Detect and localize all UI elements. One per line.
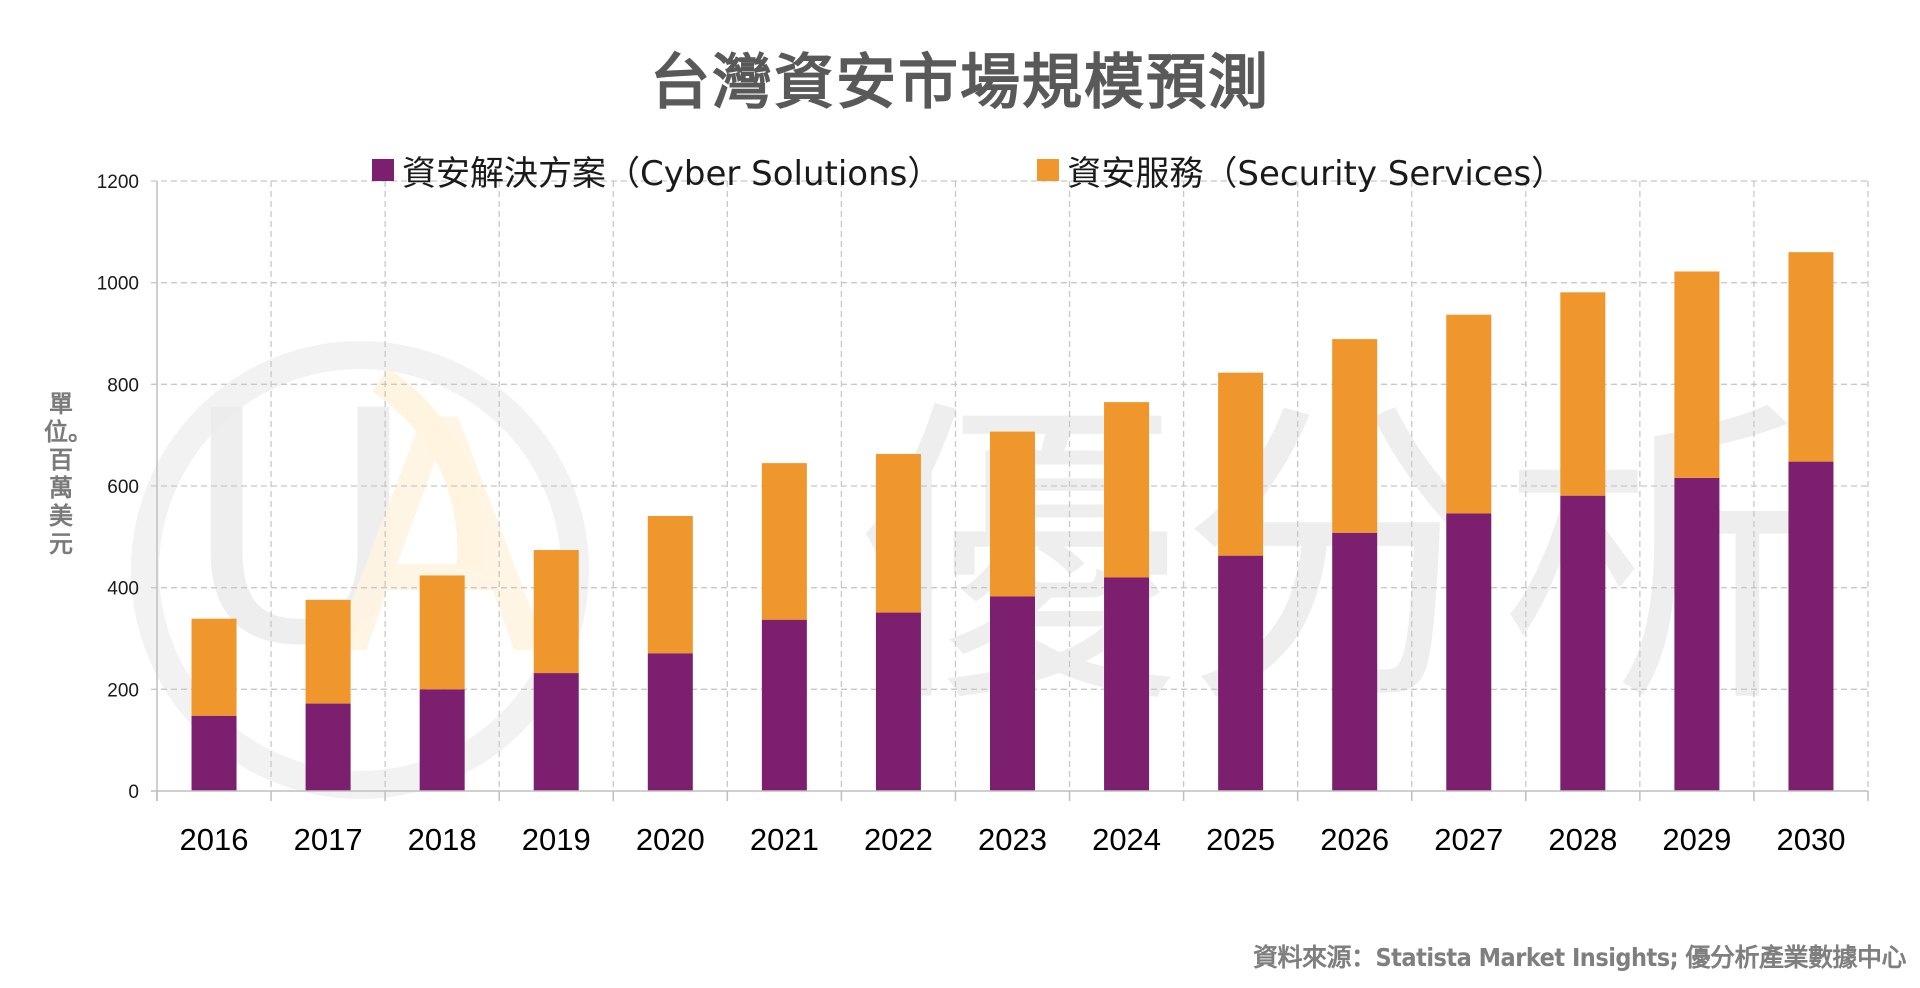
x-tick-label: 2027: [1434, 822, 1503, 857]
bar-cyber-solutions: [1218, 555, 1264, 791]
bars: [191, 252, 1834, 791]
bar-cyber-solutions: [647, 653, 693, 791]
y-tick-label: 1000: [97, 274, 139, 295]
bar-cyber-solutions: [1560, 495, 1606, 791]
legend: 資安解決方案（Cyber Solutions） 資安服務（Security Se…: [372, 146, 1661, 195]
bar-security-services: [1104, 402, 1150, 578]
bar-cyber-solutions: [1332, 532, 1378, 791]
bar-security-services: [419, 575, 465, 690]
bar-security-services: [191, 618, 237, 716]
bar-security-services: [1446, 314, 1492, 514]
bar-security-services: [1332, 339, 1378, 533]
x-tick-label: 2019: [522, 822, 591, 857]
legend-item-security-services[interactable]: 資安服務（Security Services）: [1037, 146, 1565, 195]
bar-security-services: [1560, 292, 1606, 496]
y-axis-label: 單位。百萬美元: [44, 390, 92, 558]
legend-item-cyber-solutions[interactable]: 資安解決方案（Cyber Solutions）: [372, 146, 941, 195]
source-note: 資料來源：Statista Market Insights; 優分析產業數據中心: [1252, 943, 1907, 972]
bar-security-services: [1218, 372, 1264, 556]
bar-cyber-solutions: [1104, 577, 1150, 791]
x-tick-label: 2026: [1320, 822, 1389, 857]
x-tick-labels: 2016 2017 2018 2019 2020 2021 2022 2023 2024 2025…: [180, 822, 1846, 857]
bar-cyber-solutions: [761, 619, 807, 791]
bar-cyber-solutions: [875, 612, 921, 791]
y-tick-labels: 0 200 400 600 800 1000 1200: [97, 172, 139, 803]
chart-title: 台灣資安市場規模預測: [650, 48, 1270, 118]
x-tick-label: 2016: [180, 822, 249, 857]
x-tick-label: 2018: [408, 822, 477, 857]
bar-cyber-solutions: [1446, 513, 1492, 791]
bar-cyber-solutions: [305, 703, 351, 791]
bar-cyber-solutions: [1788, 461, 1834, 791]
y-tick-label: 1200: [97, 172, 139, 193]
x-tick-label: 2029: [1662, 822, 1731, 857]
x-tick-label: 2021: [750, 822, 819, 857]
y-tick-label: 200: [107, 680, 139, 701]
x-tick-label: 2022: [864, 822, 933, 857]
bar-cyber-solutions: [1674, 477, 1720, 791]
x-tick-label: 2017: [294, 822, 363, 857]
bar-cyber-solutions: [419, 689, 465, 791]
y-tick-label: 800: [107, 375, 139, 396]
x-tick-label: 2024: [1092, 822, 1161, 857]
x-tick-label: 2023: [978, 822, 1047, 857]
x-tick-label: 2030: [1776, 822, 1845, 857]
bar-security-services: [1788, 252, 1834, 462]
bar-security-services: [533, 550, 579, 674]
bar-cyber-solutions: [191, 715, 237, 791]
bar-security-services: [647, 515, 693, 654]
legend-label-cyber-solutions: 資安解決方案（Cyber Solutions）: [402, 153, 942, 194]
legend-label-security-services: 資安服務（Security Services）: [1067, 153, 1566, 194]
bar-security-services: [875, 453, 921, 613]
x-tick-label: 2020: [636, 822, 705, 857]
x-tick-label: 2025: [1206, 822, 1275, 857]
bar-cyber-solutions: [533, 673, 579, 791]
bar-security-services: [1674, 271, 1720, 478]
bar-cyber-solutions: [990, 596, 1035, 791]
bar-security-services: [305, 599, 351, 704]
y-tick-label: 400: [107, 579, 139, 600]
watermark-arc: [372, 368, 486, 572]
bar-security-services: [761, 463, 807, 620]
y-tick-label: 600: [107, 477, 139, 498]
x-tick-label: 2028: [1548, 822, 1617, 857]
axes: [151, 181, 1869, 801]
bar-security-services: [990, 431, 1035, 597]
legend-swatch-security-services: [1037, 159, 1060, 181]
legend-swatch-cyber-solutions: [372, 159, 394, 181]
y-tick-label: 0: [128, 782, 139, 803]
